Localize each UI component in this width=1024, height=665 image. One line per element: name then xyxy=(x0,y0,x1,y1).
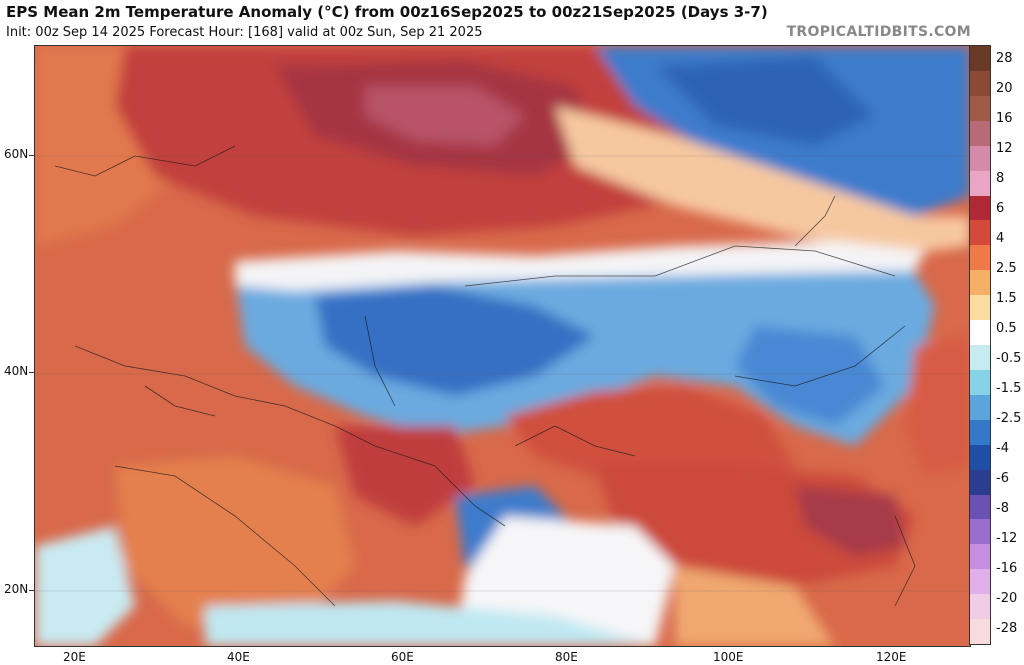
lon-label-40e: 40E xyxy=(227,650,250,664)
south-china-core xyxy=(795,486,905,556)
colorbar-label: 16 xyxy=(996,111,1013,126)
chart-subtitle: Init: 00z Sep 14 2025 Forecast Hour: [16… xyxy=(6,25,483,40)
colorbar-swatch xyxy=(970,494,990,520)
colorbar-label: 2.5 xyxy=(996,261,1017,276)
colorbar-swatch xyxy=(970,95,990,122)
northeast-cold-core xyxy=(655,56,875,146)
border-line xyxy=(54,145,236,177)
lat-tick xyxy=(29,372,34,373)
anomaly-map-svg xyxy=(35,46,970,646)
neutral-band-north xyxy=(235,241,925,291)
colorbar-label: -2.5 xyxy=(996,411,1022,426)
lon-label-100e: 100E xyxy=(713,650,744,664)
border-line xyxy=(464,245,896,287)
colorbar-swatch xyxy=(970,594,990,620)
colorbar-label: -16 xyxy=(996,561,1018,576)
colorbar-swatch xyxy=(970,220,990,246)
lat-tick xyxy=(29,590,34,591)
lat-label-20n: 20N xyxy=(4,582,29,596)
colorbar-swatch xyxy=(970,345,990,371)
colorbar-swatch xyxy=(970,270,990,296)
anomaly-map xyxy=(34,45,971,647)
lon-label-20e: 20E xyxy=(63,650,86,664)
iran-warm-core xyxy=(335,426,475,526)
lon-label-80e: 80E xyxy=(555,650,578,664)
colorbar-label: -12 xyxy=(996,531,1018,546)
arabia-warm xyxy=(115,456,355,626)
colorbar-swatch xyxy=(970,70,990,97)
colorbar-swatch xyxy=(970,46,990,72)
lat-label-40n: 40N xyxy=(4,364,29,378)
colorbar-label: 4 xyxy=(996,231,1005,246)
colorbar-swatch xyxy=(970,619,990,645)
colorbar-swatch xyxy=(970,320,990,346)
colorbar xyxy=(969,45,991,645)
brand-watermark: TROPICALTIDBITS.COM xyxy=(786,24,971,40)
colorbar-swatch xyxy=(970,145,990,172)
coastline xyxy=(114,465,336,607)
colorbar-swatch xyxy=(970,469,990,495)
border-line xyxy=(514,425,636,457)
colorbar-label: -1.5 xyxy=(996,381,1022,396)
colorbar-swatch xyxy=(970,519,990,545)
mongolia-cold xyxy=(735,326,885,426)
colorbar-label: 8 xyxy=(996,171,1005,186)
colorbar-label: -6 xyxy=(996,471,1009,486)
colorbar-swatch xyxy=(970,419,990,446)
borders xyxy=(54,145,916,607)
border-line xyxy=(144,385,216,417)
kazakhstan-cold-core xyxy=(315,286,595,396)
coastline xyxy=(894,515,916,607)
colorbar-swatch xyxy=(970,369,990,396)
se-asia-mild xyxy=(675,566,835,646)
lat-tick xyxy=(29,155,34,156)
colorbar-swatch xyxy=(970,245,990,271)
colorbar-swatch xyxy=(970,195,990,221)
colorbar-label: 12 xyxy=(996,141,1013,156)
colorbar-label: 0.5 xyxy=(996,321,1017,336)
colorbar-label: -28 xyxy=(996,621,1018,636)
colorbar-label: 1.5 xyxy=(996,291,1017,306)
japan-warm xyxy=(905,336,970,476)
border-line xyxy=(364,315,396,407)
colorbar-label: 20 xyxy=(996,81,1013,96)
ocean-light-cool xyxy=(205,601,655,646)
border-line xyxy=(734,325,906,387)
colorbar-swatch xyxy=(970,295,990,321)
africa-light-cool xyxy=(35,526,135,646)
border-line xyxy=(74,345,336,427)
colorbar-label: 6 xyxy=(996,201,1005,216)
colorbar-swatch xyxy=(970,120,990,147)
colorbar-label: 28 xyxy=(996,51,1013,66)
border-line xyxy=(334,425,506,527)
lon-label-60e: 60E xyxy=(391,650,414,664)
colorbar-label: -4 xyxy=(996,441,1009,456)
colorbar-label: -20 xyxy=(996,591,1018,606)
colorbar-swatch xyxy=(970,444,990,471)
colorbar-label: -0.5 xyxy=(996,351,1022,366)
lat-label-60n: 60N xyxy=(4,147,29,161)
lake-baikal xyxy=(794,195,836,247)
northeast-transition xyxy=(555,106,970,256)
siberia-hot-core xyxy=(365,86,525,146)
colorbar-swatch xyxy=(970,544,990,570)
graticule xyxy=(35,155,970,592)
chart-title: EPS Mean 2m Temperature Anomaly (°C) fro… xyxy=(6,3,768,21)
lon-label-120e: 120E xyxy=(876,650,907,664)
colorbar-label: -8 xyxy=(996,501,1009,516)
colorbar-swatch xyxy=(970,569,990,595)
colorbar-swatch xyxy=(970,394,990,421)
colorbar-swatch xyxy=(970,170,990,196)
